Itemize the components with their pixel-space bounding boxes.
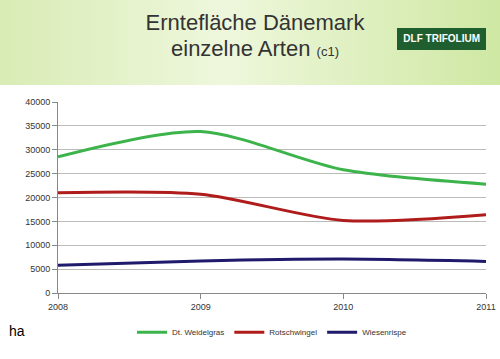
svg-text:10000: 10000	[25, 240, 50, 250]
svg-text:25000: 25000	[25, 169, 50, 179]
html-text:Erntefläche Dänemark einzelne: Erntefläche Dänemark einzelne Arten (c1)	[145, 10, 365, 61]
svg-text:40000: 40000	[25, 97, 50, 107]
svg-text:30000: 30000	[25, 145, 50, 155]
svg-text:20000: 20000	[25, 193, 50, 203]
svg-text:Rotschwingel: Rotschwingel	[269, 328, 317, 337]
svg-text:ha: ha	[9, 323, 25, 339]
svg-text:Dt. Weidelgras: Dt. Weidelgras	[172, 328, 224, 337]
svg-text:2010: 2010	[333, 302, 353, 312]
svg-text:2011: 2011	[476, 302, 495, 312]
html-text:DLF TRIFOLIUM: DLF TRIFOLIUM	[403, 33, 480, 44]
svg-text:5000: 5000	[30, 264, 50, 274]
svg-text:Wiesenrispe: Wiesenrispe	[362, 328, 407, 337]
svg-text:35000: 35000	[25, 121, 50, 131]
svg-text:2009: 2009	[191, 302, 211, 312]
svg-text:0: 0	[45, 288, 50, 298]
svg-text:15000: 15000	[25, 217, 50, 227]
svg-text:2008: 2008	[48, 302, 68, 312]
